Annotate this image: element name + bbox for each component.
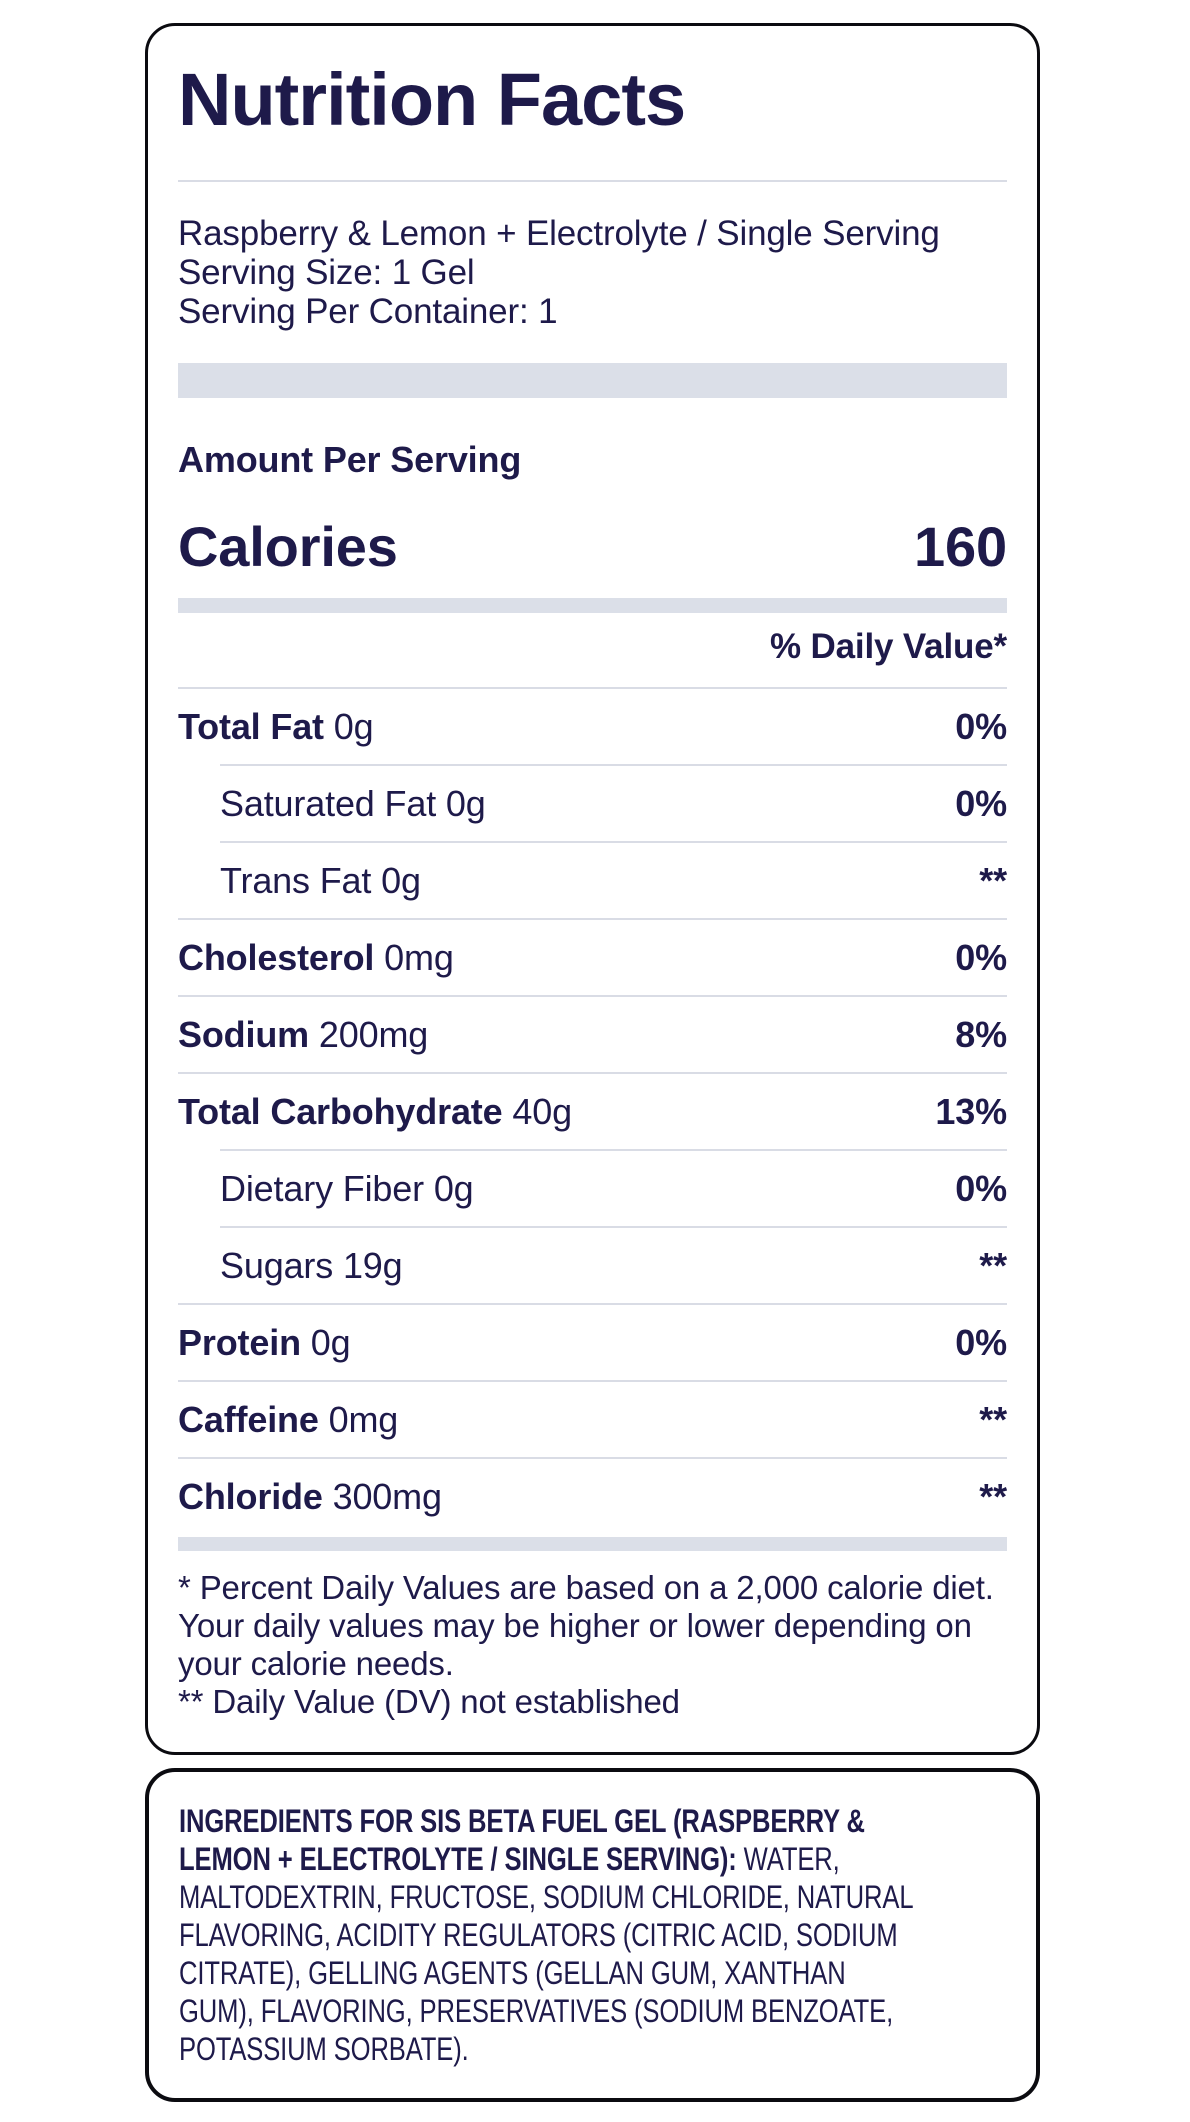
nutrient-label: Saturated Fat 0g <box>220 782 486 824</box>
nutrient-value: 0% <box>955 705 1007 747</box>
nutrient-value: ** <box>979 859 1007 901</box>
ingredients-line: GUM), FLAVORING, PRESERVATIVES (SODIUM B… <box>179 1993 894 2029</box>
ingredients-line: INGREDIENTS FOR SIS BETA FUEL GEL (RASPB… <box>179 1803 865 1839</box>
nutrition-facts-card: Nutrition Facts Raspberry & Lemon + Elec… <box>145 23 1040 1755</box>
nutrient-row: Total Carbohydrate 40g 13% <box>178 1074 1007 1149</box>
calories-value: 160 <box>914 514 1007 578</box>
nutrient-row: Saturated Fat 0g 0% <box>178 766 1007 841</box>
nutrient-value: ** <box>979 1475 1007 1517</box>
calories-row: Calories 160 <box>178 514 1007 578</box>
nutrient-label: Dietary Fiber 0g <box>220 1167 474 1209</box>
serving-info: Raspberry & Lemon + Electrolyte / Single… <box>178 214 1007 331</box>
nutrient-value: 0% <box>955 1321 1007 1363</box>
nutrient-value: ** <box>979 1244 1007 1286</box>
divider <box>178 1072 1007 1074</box>
nutrient-label: Sodium 200mg <box>178 1013 429 1055</box>
divider <box>178 918 1007 920</box>
servings-per-container-line: Serving Per Container: 1 <box>178 292 558 331</box>
ingredients-line: FLAVORING, ACIDITY REGULATORS (CITRIC AC… <box>179 1917 898 1953</box>
nutrient-row: Sugars 19g ** <box>178 1228 1007 1303</box>
divider <box>220 1149 1007 1151</box>
daily-value-header: % Daily Value* <box>769 627 1007 666</box>
divider <box>178 995 1007 997</box>
divider <box>178 1457 1007 1459</box>
nutrient-value: 8% <box>955 1013 1007 1055</box>
nutrient-row: Sodium 200mg 8% <box>178 997 1007 1072</box>
section-band <box>178 1537 1007 1551</box>
nutrient-label: Chloride 300mg <box>178 1475 442 1517</box>
nutrient-row: Chloride 300mg ** <box>178 1459 1007 1534</box>
flavor-line: Raspberry & Lemon + Electrolyte / Single… <box>178 214 940 253</box>
ingredients-card: INGREDIENTS FOR SIS BETA FUEL GEL (RASPB… <box>145 1768 1040 2102</box>
nutrient-label: Sugars 19g <box>220 1244 403 1286</box>
divider <box>178 180 1007 182</box>
nutrient-label: Cholesterol 0mg <box>178 936 454 978</box>
divider <box>178 1303 1007 1305</box>
amount-per-serving-label: Amount Per Serving <box>178 439 522 480</box>
nutrient-label: Total Fat 0g <box>178 705 374 747</box>
nutrient-row: Trans Fat 0g ** <box>178 843 1007 918</box>
ingredients-line: LEMON + ELECTROLYTE / SINGLE SERVING): W… <box>179 1841 840 1877</box>
ingredients-line: MALTODEXTRIN, FRUCTOSE, SODIUM CHLORIDE,… <box>179 1879 914 1915</box>
nutrient-label: Trans Fat 0g <box>220 859 421 901</box>
ingredients-line: CITRATE), GELLING AGENTS (GELLAN GUM, XA… <box>179 1955 846 1991</box>
nutrient-row: Cholesterol 0mg 0% <box>178 920 1007 995</box>
divider <box>220 764 1007 766</box>
nutrient-value: 0% <box>955 782 1007 824</box>
nutrient-row: Protein 0g 0% <box>178 1305 1007 1380</box>
nutrient-label: Protein 0g <box>178 1321 351 1363</box>
divider <box>178 1380 1007 1382</box>
footnote-daily-values: * Percent Daily Values are based on a 2,… <box>178 1569 994 1682</box>
footnote-not-established: ** Daily Value (DV) not established <box>178 1683 680 1720</box>
divider <box>220 841 1007 843</box>
nutrient-label: Caffeine 0mg <box>178 1398 399 1440</box>
divider <box>220 1226 1007 1228</box>
divider <box>178 687 1007 689</box>
nutrient-label: Total Carbohydrate 40g <box>178 1090 572 1132</box>
nutrient-row: Total Fat 0g 0% <box>178 689 1007 764</box>
nutrient-value: 13% <box>935 1090 1007 1132</box>
ingredients-line: POTASSIUM SORBATE). <box>179 2031 469 2067</box>
nutrient-row: Dietary Fiber 0g 0% <box>178 1151 1007 1226</box>
nutrient-value: ** <box>979 1398 1007 1440</box>
footnote: * Percent Daily Values are based on a 2,… <box>178 1569 1007 1721</box>
nutrient-row: Caffeine 0mg ** <box>178 1382 1007 1457</box>
section-band <box>178 363 1007 398</box>
serving-size-line: Serving Size: 1 Gel <box>178 253 475 292</box>
section-band <box>178 598 1007 613</box>
nutrient-value: 0% <box>955 936 1007 978</box>
nutrition-facts-title: Nutrition Facts <box>178 58 686 141</box>
calories-label: Calories <box>178 514 398 578</box>
nutrient-value: 0% <box>955 1167 1007 1209</box>
